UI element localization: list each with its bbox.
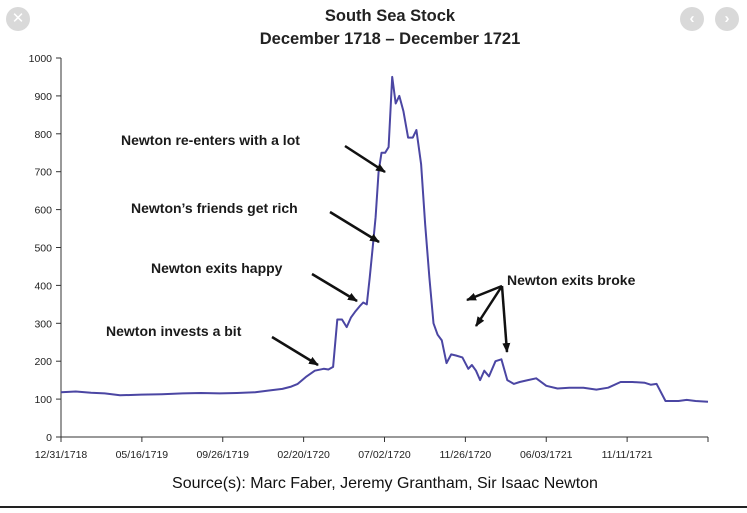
x-tick-label: 09/26/1719: [196, 449, 249, 461]
y-tick-label: 600: [34, 205, 52, 217]
chart-source: Source(s): Marc Faber, Jeremy Grantham, …: [172, 475, 598, 492]
annotation-label: Newton’s friends get rich: [131, 200, 298, 216]
x-tick-label: 07/02/1720: [358, 449, 411, 461]
y-tick-label: 500: [34, 243, 52, 255]
bottom-divider: [0, 506, 747, 508]
annotation-arrow: [466, 284, 503, 302]
annotation-arrow: [311, 272, 358, 303]
close-icon: ✕: [11, 10, 25, 27]
annotation-label: Newton re-enters with a lot: [121, 132, 300, 148]
y-tick-label: 100: [34, 394, 52, 406]
x-tick-label: 11/26/1720: [439, 449, 491, 461]
y-tick-label: 0: [46, 432, 52, 444]
y-tick-label: 800: [34, 129, 52, 141]
annotation-arrow: [474, 285, 504, 327]
annotation-label: Newton exits happy: [151, 260, 283, 276]
annotation-arrow: [329, 210, 380, 244]
chart-title: South Sea Stock: [324, 7, 456, 25]
chart-subtitle: December 1718 – December 1721: [259, 30, 521, 48]
x-tick-label: 11/11/1721: [602, 449, 653, 461]
y-tick-label: 900: [34, 91, 52, 103]
annotation-label: Newton invests a bit: [106, 323, 242, 339]
y-tick-label: 400: [34, 280, 52, 292]
next-image-button[interactable]: ›: [715, 7, 739, 31]
annotation-arrow: [271, 335, 319, 367]
annotation-arrow: [344, 144, 386, 174]
y-tick-label: 300: [34, 318, 52, 330]
previous-image-button[interactable]: ‹: [680, 7, 704, 31]
y-tick-label: 200: [34, 356, 52, 368]
x-tick-label: 12/31/1718: [35, 449, 88, 461]
annotation-label: Newton exits broke: [507, 272, 636, 288]
chevron-right-icon: ›: [724, 10, 730, 27]
x-tick-label: 02/20/1720: [277, 449, 330, 461]
price-series-line: [60, 75, 709, 403]
y-tick-label: 700: [34, 167, 52, 179]
x-tick-label: 05/16/1719: [116, 449, 169, 461]
x-tick-label: 06/03/1721: [520, 449, 573, 461]
y-tick-label: 1000: [29, 53, 53, 65]
chevron-left-icon: ‹: [689, 10, 695, 27]
close-button[interactable]: ✕: [6, 7, 30, 31]
annotation-arrow: [500, 285, 511, 353]
